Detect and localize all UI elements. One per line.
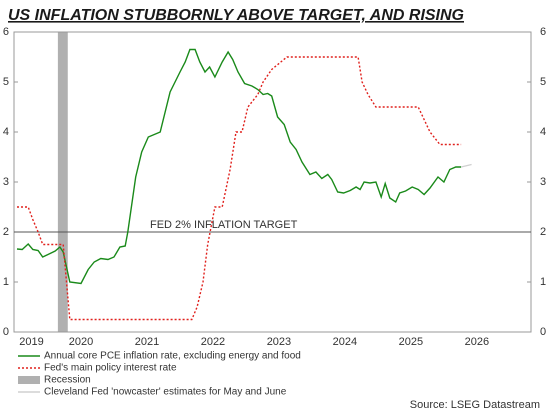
y2-tick-label: 5 (540, 76, 546, 88)
plot-frame (13, 31, 532, 333)
x-tick-label: 2019 (19, 336, 43, 348)
x-tick-label: 2024 (333, 336, 357, 348)
y-tick-label: 2 (3, 226, 9, 238)
y-tick-label: 1 (3, 276, 9, 288)
source: Source: LSEG Datastream (410, 399, 540, 411)
legend-label: Annual core PCE inflation rate, excludin… (44, 351, 301, 362)
legend-label: Cleveland Fed 'nowcaster' estimates for … (44, 387, 287, 398)
x-tick-label: 2021 (135, 336, 159, 348)
y-tick-label: 3 (3, 176, 9, 188)
recession-band (57, 32, 68, 332)
y2-tick-label: 4 (540, 126, 546, 138)
x-tick-label: 2020 (69, 336, 93, 348)
x-tick-label: 2022 (201, 336, 225, 348)
x-tick-label: 2025 (399, 336, 423, 348)
legend-label: Fed's main policy interest rate (44, 363, 177, 374)
x-tick-label: 2026 (465, 336, 489, 348)
target-label: FED 2% INFLATION TARGET (150, 219, 298, 231)
y-tick-label: 4 (3, 126, 9, 138)
y2-tick-label: 1 (540, 276, 546, 288)
legend-label: Recession (44, 375, 91, 386)
chart-title: US INFLATION STUBBORNLY ABOVE TARGET, AN… (8, 7, 464, 24)
series-line (460, 163, 472, 168)
y2-tick-label: 2 (540, 226, 546, 238)
y-tick-label: 6 (3, 26, 9, 38)
legend-swatch (18, 376, 40, 384)
y2-tick-label: 3 (540, 176, 546, 188)
y-tick-label: 0 (3, 326, 9, 338)
y2-tick-label: 6 (540, 26, 546, 38)
y-tick-label: 5 (3, 76, 9, 88)
x-tick-label: 2023 (267, 336, 291, 348)
series-line (17, 56, 462, 321)
series-line (16, 48, 462, 285)
y2-tick-label: 0 (540, 326, 546, 338)
